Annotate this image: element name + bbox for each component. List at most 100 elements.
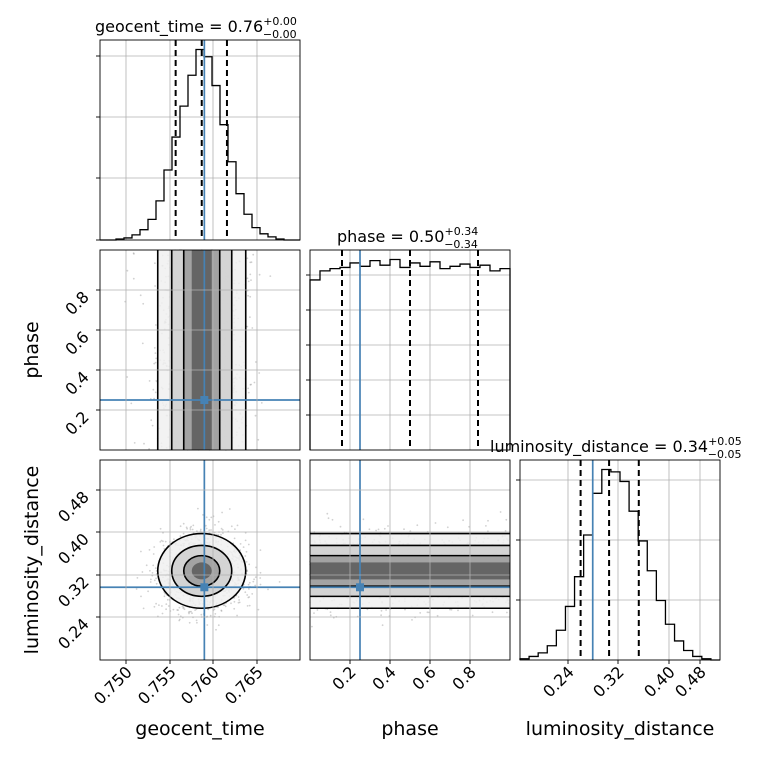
xlabel-phase: phase [381, 718, 438, 740]
panel-hist-luminosity-distance [519, 459, 721, 661]
sample-point [499, 511, 502, 513]
sample-point [139, 294, 142, 297]
sample-point [250, 279, 252, 281]
sample-point [185, 526, 188, 529]
sample-point [251, 327, 254, 329]
sample-point [257, 608, 260, 611]
title-luminosity-distance: luminosity_distance = 0.34+0.05 −0.05 [490, 435, 742, 461]
sample-point [197, 507, 199, 510]
tick-marks [96, 55, 701, 664]
sample-point [471, 614, 474, 617]
sample-point [199, 528, 202, 531]
histogram-phase [309, 250, 511, 450]
sample-point [258, 273, 261, 276]
sample-point [419, 612, 422, 614]
sample-point [428, 611, 430, 614]
xtick-luminosity-distance-2: 0.40 [640, 662, 679, 701]
density-level-3 [191, 562, 212, 580]
sample-point [182, 607, 185, 610]
sample-point [278, 581, 281, 583]
sample-point [154, 285, 157, 287]
sample-point [259, 583, 262, 586]
sample-point [154, 352, 157, 354]
sample-point [258, 372, 261, 374]
sample-point [246, 594, 249, 596]
sample-point [141, 571, 144, 573]
sample-point [485, 525, 487, 527]
sample-point [234, 528, 236, 530]
sample-point [205, 527, 208, 530]
sample-point [190, 610, 192, 613]
sample-point [217, 624, 220, 627]
sample-point [210, 516, 213, 519]
sample-point [257, 438, 260, 441]
sample-point [491, 611, 494, 614]
sample-point [247, 280, 250, 283]
sample-point [132, 252, 135, 255]
sample-point [188, 621, 191, 624]
sample-point [189, 528, 192, 531]
sample-point [245, 561, 248, 563]
sample-point [375, 529, 377, 532]
sample-point [238, 599, 241, 601]
sample-point [199, 530, 202, 532]
contour-1 [170, 544, 233, 598]
sample-point [183, 608, 186, 611]
xtick-luminosity-distance-0: 0.24 [539, 662, 578, 701]
ytick-luminosity-distance-3: 0.48 [54, 487, 93, 526]
axes-frame [309, 249, 511, 451]
sample-point [329, 614, 332, 617]
sample-point [148, 448, 151, 450]
sample-point [331, 518, 334, 521]
sample-point [126, 269, 129, 272]
sample-point [179, 525, 182, 528]
density-geocent-time-phase [100, 249, 300, 451]
sample-point [450, 608, 453, 611]
sample-point [254, 584, 257, 587]
sample-point [209, 614, 212, 617]
sample-point [411, 619, 413, 621]
sample-point [154, 262, 156, 265]
sample-point [247, 294, 250, 297]
sample-point [246, 569, 249, 572]
sample-point [155, 582, 158, 585]
gridlines-hist-geocent-time [100, 40, 300, 240]
sample-point [152, 564, 155, 567]
sample-point [132, 277, 135, 280]
ytick-phase-1: 0.4 [61, 367, 92, 398]
sample-point [449, 608, 451, 611]
sample-point [249, 261, 252, 264]
sample-point [182, 606, 185, 608]
panel-2d-geocent-time-phase [99, 249, 301, 451]
sample-point [249, 316, 251, 318]
ylabel-luminosity-distance: luminosity_distance [21, 466, 43, 655]
sample-point [249, 383, 252, 386]
sample-point [253, 578, 256, 581]
sample-point [233, 600, 236, 603]
sample-point [187, 611, 190, 614]
sample-point [220, 610, 223, 612]
sample-point [223, 604, 226, 606]
sample-point [222, 604, 225, 607]
sample-point [237, 601, 240, 604]
sample-point [155, 602, 158, 605]
sample-point [255, 566, 257, 569]
sample-point [254, 414, 257, 417]
sample-point [143, 442, 145, 445]
sample-point [409, 530, 412, 532]
histogram-luminosity-distance [519, 460, 720, 661]
sample-point [214, 524, 216, 526]
ytick-luminosity-distance-2: 0.40 [54, 529, 93, 568]
sample-point [236, 524, 239, 527]
sample-point [161, 612, 164, 615]
sample-point [142, 302, 145, 305]
sample-point [247, 391, 250, 394]
sample-point [147, 590, 150, 593]
xtick-phase-1: 0.4 [368, 662, 399, 693]
sample-point [259, 577, 262, 579]
sample-point [153, 347, 156, 349]
sample-point [207, 608, 210, 611]
sample-point [189, 527, 192, 529]
sample-point [165, 608, 168, 611]
gridlines-2d-phase-luminosity-distance [310, 460, 510, 660]
